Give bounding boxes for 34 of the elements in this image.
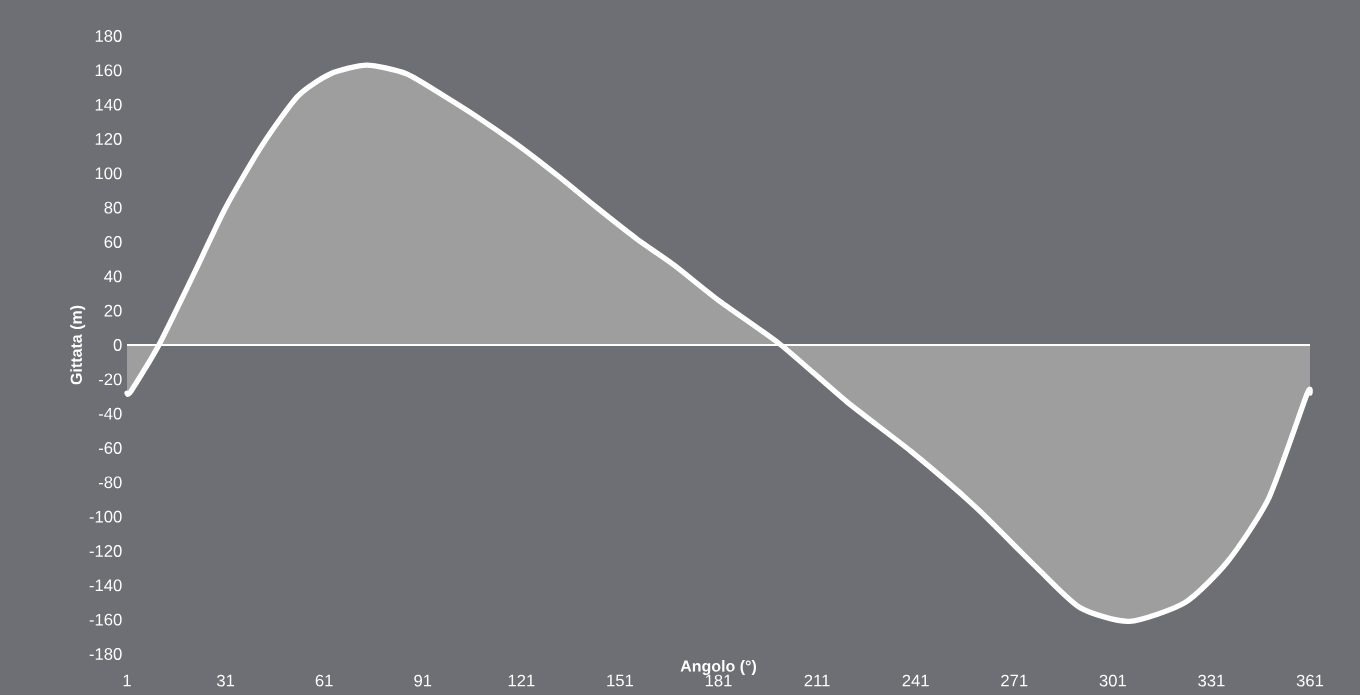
y-axis-title: Gittata (m) (70, 305, 86, 385)
y-tick-label: 40 (104, 270, 122, 283)
x-tick-label: 181 (705, 674, 732, 687)
x-tick-label: 121 (508, 674, 535, 687)
y-tick-label: -60 (98, 442, 122, 454)
x-tick-label: 271 (1001, 674, 1028, 687)
y-tick-label: 160 (95, 64, 122, 77)
x-tick-label: 1 (123, 674, 131, 687)
x-tick-label: 301 (1099, 674, 1126, 687)
y-tick-label: 80 (104, 201, 122, 214)
x-tick-label: 31 (216, 674, 235, 687)
x-tick-label: 91 (414, 674, 432, 687)
x-tick-label: 241 (902, 674, 929, 687)
y-tick-label: 60 (104, 236, 122, 248)
y-tick-label: 140 (95, 98, 122, 111)
y-tick-label: 100 (95, 167, 122, 180)
y-tick-label: 20 (104, 304, 122, 317)
y-tick-label: -40 (98, 407, 122, 420)
y-tick-label: -80 (98, 476, 122, 489)
x-tick-label: 361 (1296, 674, 1324, 687)
y-tick-label: 120 (95, 133, 122, 145)
y-tick-label: -120 (89, 545, 122, 557)
y-tick-label: -140 (89, 579, 122, 592)
x-tick-label: 151 (607, 674, 633, 687)
x-tick-label: 331 (1198, 674, 1225, 687)
x-tick-label: 61 (315, 674, 333, 687)
y-tick-label: -100 (89, 510, 122, 523)
y-tick-label: 180 (95, 30, 122, 42)
y-tick-label: -180 (89, 648, 122, 660)
y-tick-label: -20 (98, 373, 122, 386)
x-tick-label: 211 (804, 674, 830, 687)
x-axis-title: Angolo (°) (680, 660, 757, 676)
y-tick-label: 0 (113, 339, 122, 351)
y-tick-label: -160 (89, 613, 122, 626)
